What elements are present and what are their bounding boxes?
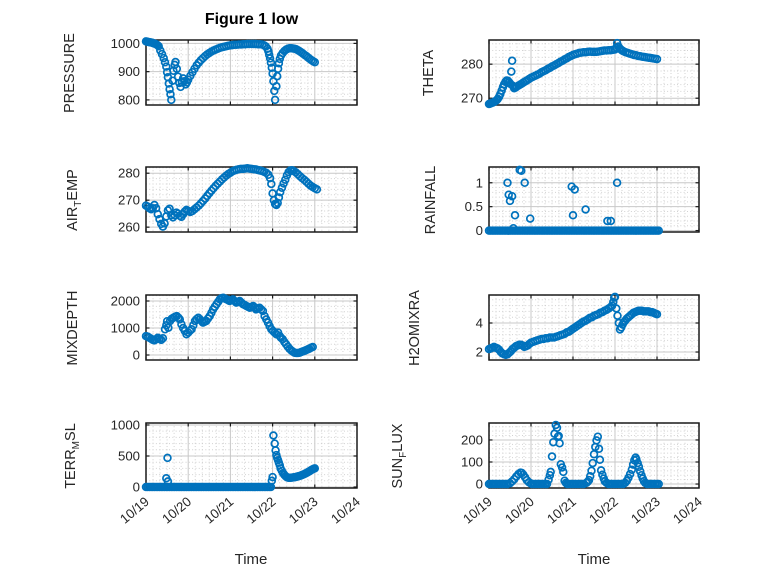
x-tick-labels: 10/19 10/20 10/21 10/22 10/23 10/24 — [117, 494, 363, 527]
tick-marks — [145, 167, 358, 232]
minor-grid — [146, 167, 357, 232]
y-tick-label: 270 — [118, 193, 140, 208]
y-tick-label: 0 — [133, 480, 140, 495]
data-series-h2omixra — [484, 292, 662, 360]
axes-box — [488, 39, 700, 106]
data-series-theta — [484, 38, 662, 109]
tick-marks — [488, 423, 700, 488]
tick-marks — [488, 167, 700, 232]
y-tick-label: 500 — [118, 448, 140, 463]
subplot-terr_msl: 0 500 1000 10/19 10/20 10/21 10/22 10/23 10/24 — [111, 417, 363, 526]
y-tick-label: 280 — [118, 166, 140, 181]
data-series-rainfall — [484, 165, 663, 235]
axes-box — [488, 166, 700, 233]
y-tick-labels: 0 100 200 — [461, 432, 483, 491]
x-tick-label: 10/21 — [201, 494, 236, 527]
subplot-rainfall: 00.51 — [465, 165, 700, 238]
x-tick-label: 10/24 — [328, 494, 363, 527]
y-tick-label: 200 — [461, 432, 483, 447]
y-tick-label: 280 — [461, 57, 483, 72]
subplot-mixdepth: 0 1000 2000 — [111, 293, 358, 363]
x-tick-label: 10/20 — [159, 494, 194, 527]
y-tick-labels: 00.51 — [465, 175, 483, 238]
subplot-h2omixra: 24 — [476, 292, 700, 361]
ylabel-sun_flux: SUNFLUX — [390, 423, 409, 488]
subplot-pressure: 800 900 1000 — [111, 36, 358, 108]
y-tick-label: 1000 — [111, 417, 140, 432]
minor-grid — [489, 40, 699, 105]
x-tick-label: 10/24 — [670, 494, 705, 527]
y-tick-labels: 24 — [476, 316, 483, 360]
x-tick-label: 10/23 — [286, 494, 321, 527]
x-tick-label: 10/23 — [628, 494, 663, 527]
y-tick-label: 800 — [118, 92, 140, 107]
x-tick-label: 10/19 — [460, 494, 495, 527]
x-tick-label: 10/20 — [502, 494, 537, 527]
y-tick-label: 1000 — [111, 320, 140, 335]
ylabel-terr_msl: TERRMSL — [63, 422, 82, 489]
y-tick-label: 2 — [476, 345, 483, 360]
ylabel-h2omixra: H2OMIXRA — [407, 289, 423, 366]
y-tick-label: 0.5 — [465, 199, 483, 214]
major-grid — [146, 167, 357, 232]
major-grid — [146, 423, 357, 488]
subplot-air_temp: 260 270 280 — [118, 164, 358, 235]
data-series-sun_flux — [484, 420, 663, 489]
y-tick-label: 4 — [476, 316, 483, 331]
minor-grid — [489, 295, 699, 360]
data-series-air_temp — [141, 164, 322, 231]
subplot-theta: 270 280 — [461, 38, 700, 109]
y-tick-label: 260 — [118, 220, 140, 235]
y-tick-labels: 0 1000 2000 — [111, 293, 140, 362]
y-tick-labels: 0 500 1000 — [111, 417, 140, 494]
axes-box — [488, 422, 700, 489]
y-tick-label: 0 — [476, 223, 483, 238]
major-grid — [489, 423, 699, 488]
figure-title: Figure 1 low — [204, 11, 299, 28]
data-series-terr_msl — [141, 431, 320, 492]
y-tick-labels: 270 280 — [461, 57, 483, 106]
axes-box — [145, 166, 358, 233]
y-tick-label: 900 — [118, 64, 140, 79]
y-tick-labels: 800 900 1000 — [111, 36, 140, 108]
x-tick-label: 10/22 — [244, 494, 279, 527]
major-grid — [489, 295, 699, 360]
y-tick-label: 1 — [476, 175, 483, 190]
minor-grid — [489, 167, 699, 232]
tick-marks — [488, 295, 700, 360]
y-tick-label: 0 — [476, 477, 483, 492]
data-series-pressure — [141, 37, 320, 105]
x-axis-label-right: Time — [577, 551, 611, 568]
y-tick-label: 0 — [133, 348, 140, 363]
y-tick-label: 270 — [461, 91, 483, 106]
x-tick-labels: 10/19 10/20 10/21 10/22 10/23 10/24 — [460, 494, 705, 527]
minor-grid — [489, 423, 699, 488]
y-tick-labels: 260 270 280 — [118, 166, 140, 235]
data-series-mixdepth — [141, 293, 317, 358]
x-axis-label-left: Time — [234, 551, 268, 568]
x-tick-label: 10/22 — [586, 494, 621, 527]
y-tick-label: 2000 — [111, 293, 140, 308]
y-tick-label: 1000 — [111, 36, 140, 51]
major-grid — [489, 167, 699, 232]
x-tick-label: 10/21 — [544, 494, 579, 527]
axes-box — [488, 294, 700, 361]
x-tick-label: 10/19 — [117, 494, 152, 527]
subplot-sun_flux: 0 100 200 10/19 10/20 10/21 10/22 10/23 10/24 — [460, 420, 705, 527]
y-tick-label: 100 — [461, 455, 483, 470]
